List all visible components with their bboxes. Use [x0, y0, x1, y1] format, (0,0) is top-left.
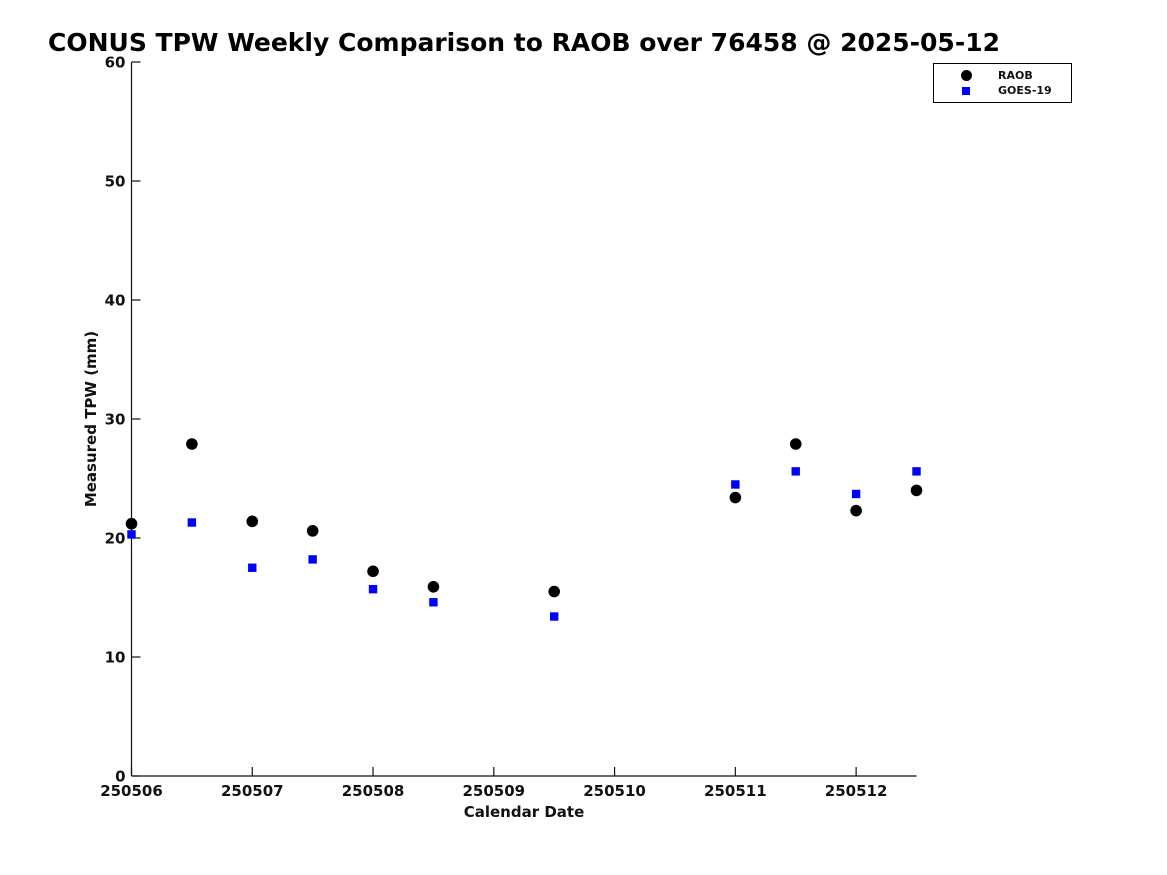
- legend-label-raob: RAOB: [998, 69, 1033, 82]
- data-point-raob: [246, 515, 259, 528]
- data-point-goes-19: [368, 584, 378, 594]
- data-point-raob: [548, 585, 560, 598]
- data-point-raob: [850, 504, 862, 517]
- chart-title: CONUS TPW Weekly Comparison to RAOB over…: [48, 28, 1000, 57]
- y-axis-tick-label: 0: [115, 768, 125, 786]
- data-point-goes-19: [248, 563, 257, 572]
- x-axis-tick-label: 250508: [342, 782, 405, 800]
- data-point-raob: [367, 565, 379, 578]
- legend-marker-col: [934, 86, 998, 95]
- data-point-raob: [729, 491, 742, 504]
- y-axis-tick-label: 20: [105, 530, 126, 548]
- data-point-raob: [910, 484, 923, 497]
- legend-label-goes19: GOES-19: [998, 84, 1052, 97]
- y-axis-tick-label: 50: [105, 173, 126, 191]
- data-point-goes-19: [187, 518, 197, 527]
- data-point-goes-19: [791, 467, 800, 476]
- x-axis-tick-label: 250511: [704, 782, 767, 800]
- x-axis-label: Calendar Date: [463, 803, 585, 821]
- data-point-goes-19: [851, 489, 861, 499]
- data-point-goes-19: [308, 555, 317, 564]
- data-point-raob: [789, 438, 802, 450]
- raob-circle-icon: [960, 70, 972, 81]
- data-point-goes-19: [429, 598, 438, 607]
- data-point-raob: [427, 580, 440, 593]
- x-axis-tick-label: 250512: [825, 782, 888, 800]
- legend: RAOB GOES-19: [933, 63, 1072, 103]
- data-point-goes-19: [549, 612, 559, 621]
- x-axis-tick-label: 250506: [100, 782, 163, 800]
- data-point-goes-19: [127, 530, 136, 539]
- data-point-goes-19: [912, 467, 921, 476]
- legend-marker-col: [934, 70, 998, 81]
- legend-row-raob: RAOB: [934, 69, 1071, 83]
- data-point-raob: [306, 525, 319, 537]
- y-axis-tick-label: 10: [105, 649, 126, 667]
- x-axis-tick-label: 250509: [462, 782, 525, 800]
- x-axis-tick-label: 250510: [583, 782, 646, 800]
- goes-19-square-icon: [962, 86, 970, 95]
- data-point-raob: [125, 517, 138, 530]
- x-axis-tick-label: 250507: [221, 782, 284, 800]
- y-axis-label: Measured TPW (mm): [82, 330, 100, 508]
- data-point-goes-19: [731, 480, 740, 489]
- y-axis-tick-label: 40: [105, 292, 126, 310]
- y-axis-tick-label: 30: [105, 411, 126, 429]
- data-point-raob: [186, 438, 198, 450]
- y-axis-tick-label: 60: [105, 54, 126, 72]
- legend-row-goes19: GOES-19: [934, 84, 1071, 98]
